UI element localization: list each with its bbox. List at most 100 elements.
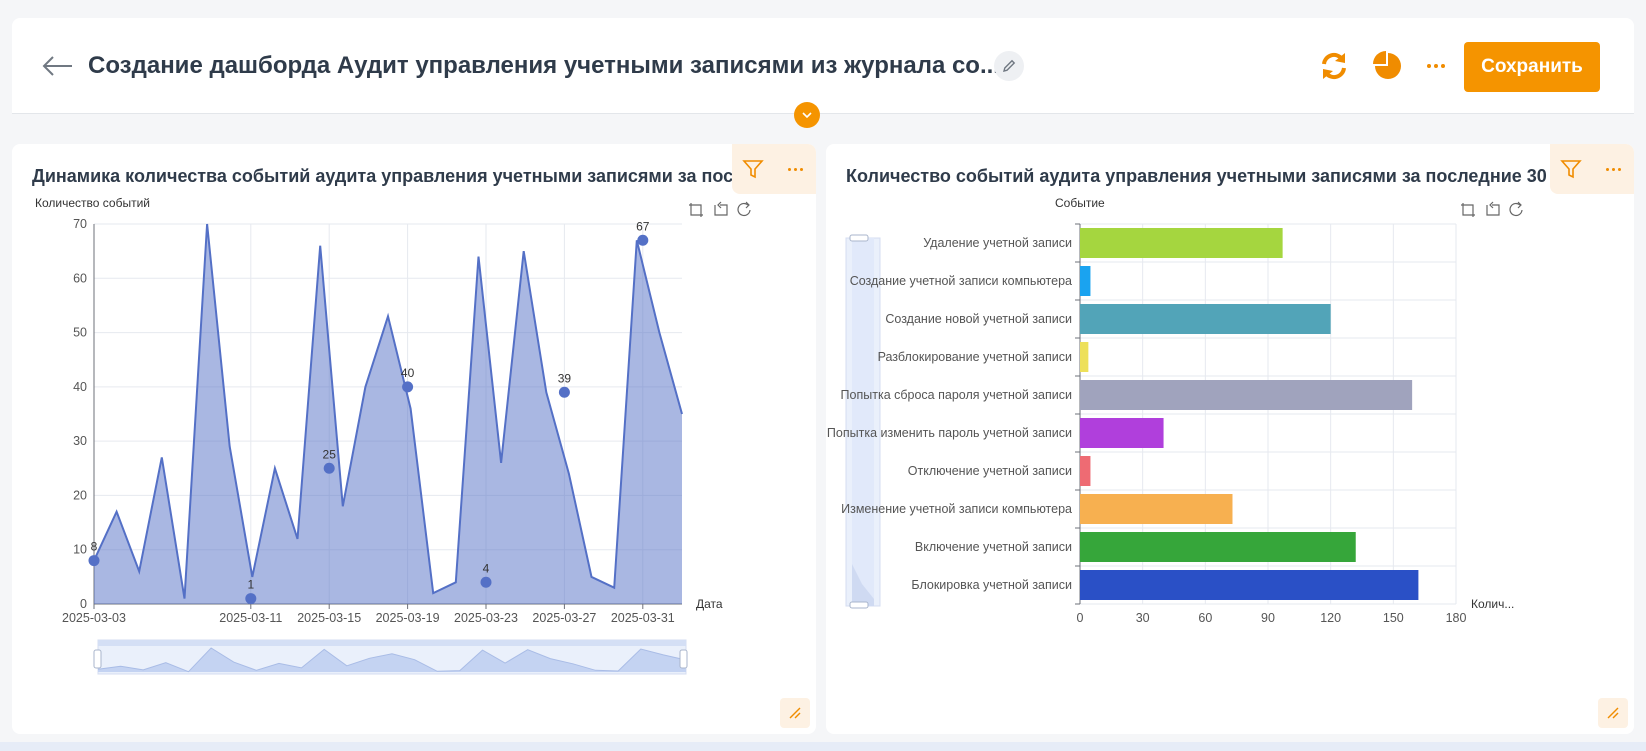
data-label: 25 — [323, 447, 337, 461]
chart-view-button[interactable] — [1372, 50, 1404, 82]
chevron-down-icon — [802, 112, 812, 119]
edit-title-button[interactable] — [994, 51, 1024, 81]
refresh-icon — [1322, 52, 1346, 80]
resize-icon — [1607, 707, 1619, 719]
dot-icon — [1605, 167, 1609, 171]
filter-button[interactable] — [1556, 154, 1586, 184]
x-tick-label: 2025-03-23 — [454, 611, 518, 625]
x-tick-label: 2025-03-31 — [611, 611, 675, 625]
zoom-reset-icon[interactable] — [1486, 201, 1500, 216]
save-button[interactable]: Сохранить — [1464, 42, 1600, 92]
dot-icon — [787, 167, 791, 171]
dot-icon — [793, 167, 797, 171]
panel-toolbar — [732, 144, 816, 194]
bar[interactable] — [1080, 342, 1089, 372]
zoom-select-icon[interactable] — [689, 203, 703, 217]
x-tick-label: 120 — [1320, 611, 1341, 625]
dot-icon — [1434, 64, 1438, 68]
zoom-select-icon[interactable] — [1461, 203, 1475, 217]
dashboard-header: Создание дашборда Аудит управления учетн… — [12, 18, 1634, 114]
category-label: Создание новой учетной записи — [885, 312, 1072, 326]
x-tick-label: 2025-03-19 — [376, 611, 440, 625]
zoom-handle-bottom[interactable] — [849, 601, 869, 609]
more-options-button[interactable] — [1424, 56, 1448, 76]
category-label: Попытка сброса пароля учетной записи — [841, 388, 1072, 402]
series-line — [93, 223, 683, 599]
category-label: Отключение учетной записи — [908, 464, 1072, 478]
bar[interactable] — [1080, 456, 1091, 486]
vertical-zoom-slider[interactable] — [845, 234, 881, 609]
data-point[interactable] — [245, 593, 257, 605]
resize-handle[interactable] — [780, 698, 810, 728]
x-tick-label: 2025-03-03 — [62, 611, 126, 625]
category-label: Создание учетной записи компьютера — [850, 274, 1072, 288]
zoom-reset-icon[interactable] — [714, 201, 728, 216]
bar-chart-panel: Количество событий аудита управления уче… — [826, 144, 1634, 734]
y-tick-label: 60 — [73, 271, 87, 285]
area-series: 8 1 25 40 4 39 67 — [88, 219, 683, 605]
bottom-scrollbar[interactable] — [0, 742, 1646, 751]
pencil-icon — [1003, 59, 1016, 72]
category-label: Блокировка учетной записи — [911, 578, 1072, 592]
data-point[interactable] — [402, 381, 414, 393]
x-tick-label: 2025-03-27 — [532, 611, 596, 625]
panel-title: Количество событий аудита управления уче… — [846, 166, 1564, 186]
y-tick-label: 70 — [73, 217, 87, 231]
bar[interactable] — [1080, 266, 1091, 296]
data-label: 4 — [483, 561, 490, 575]
resize-handle[interactable] — [1598, 698, 1628, 728]
dot-icon — [1611, 167, 1615, 171]
panel-more-button[interactable] — [780, 154, 810, 184]
x-tick-label: 30 — [1136, 611, 1150, 625]
bar[interactable] — [1080, 570, 1419, 600]
category-label: Изменение учетной записи компьютера — [841, 502, 1072, 516]
x-axis: 0 30 60 90 120 150 180 — [1077, 611, 1467, 625]
restore-icon[interactable] — [1509, 201, 1523, 217]
zoom-handle-left[interactable] — [93, 649, 102, 669]
data-point[interactable] — [88, 555, 100, 567]
x-tick-label: 90 — [1261, 611, 1275, 625]
x-tick-label: 0 — [1077, 611, 1084, 625]
panel-more-button[interactable] — [1598, 154, 1628, 184]
bar[interactable] — [1080, 532, 1356, 562]
y-tick-label: 50 — [73, 326, 87, 340]
zoom-handle-top[interactable] — [849, 234, 869, 242]
data-point[interactable] — [323, 462, 335, 474]
category-label: Попытка изменить пароль учетной записи — [827, 426, 1072, 440]
line-chart-panel: Динамика количества событий аудита управ… — [12, 144, 816, 734]
bar[interactable] — [1080, 418, 1164, 448]
pie-chart-icon — [1373, 51, 1401, 79]
data-label: 39 — [558, 371, 572, 385]
y-tick-label: 20 — [73, 488, 87, 502]
data-point[interactable] — [637, 234, 649, 246]
back-button[interactable] — [40, 54, 76, 82]
y-axis-title: Событие — [1055, 196, 1105, 210]
collapse-header-button[interactable] — [794, 102, 820, 128]
bar[interactable] — [1080, 304, 1331, 334]
dot-icon — [1441, 64, 1445, 68]
y-tick-label: 30 — [73, 434, 87, 448]
data-label: 40 — [401, 366, 415, 380]
data-label: 8 — [91, 540, 98, 554]
y-tick-label: 0 — [80, 597, 87, 611]
area-fill — [94, 224, 682, 604]
dot-icon — [1427, 64, 1431, 68]
x-tick-label: 180 — [1446, 611, 1467, 625]
restore-icon[interactable] — [737, 201, 751, 217]
bar[interactable] — [1080, 380, 1413, 410]
filter-button[interactable] — [738, 154, 768, 184]
x-axis-title: Колич... — [1471, 597, 1514, 611]
data-point[interactable] — [480, 576, 492, 588]
data-label: 1 — [247, 578, 254, 592]
refresh-button[interactable] — [1318, 50, 1350, 82]
area-chart: Количество событий Дата 010203040506070 … — [35, 196, 751, 675]
bar[interactable] — [1080, 494, 1233, 524]
zoom-handle-right[interactable] — [679, 649, 688, 669]
filter-icon — [742, 160, 764, 179]
bar[interactable] — [1080, 228, 1283, 258]
dot-icon — [799, 167, 803, 171]
arrow-left-icon — [42, 56, 72, 76]
data-zoom-slider[interactable] — [93, 639, 688, 675]
y-axis: 0 10 20 30 40 50 60 70 — [73, 217, 95, 611]
data-point[interactable] — [558, 386, 570, 398]
